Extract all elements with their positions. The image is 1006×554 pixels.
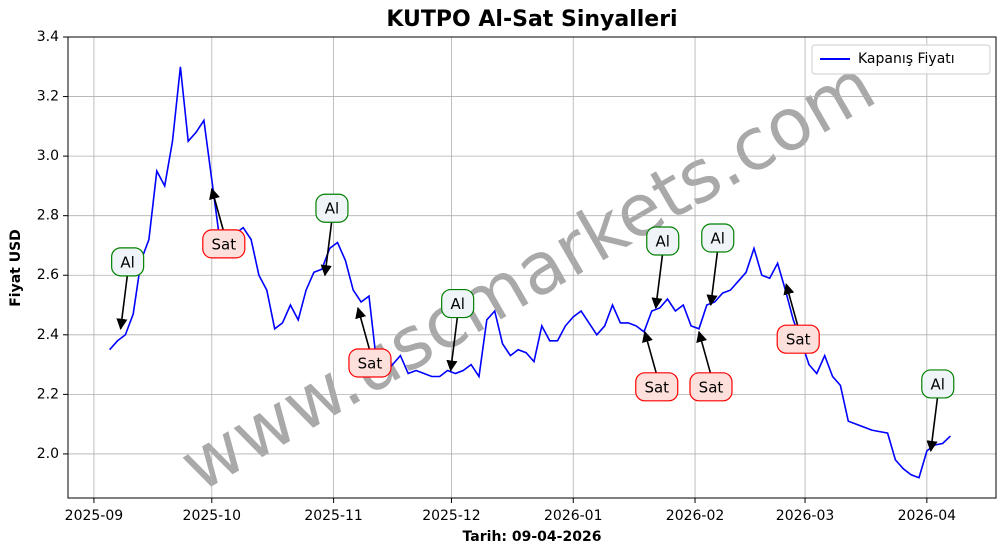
signal-box [315, 193, 349, 223]
signal-label: Sat [211, 235, 236, 253]
signal-box [635, 372, 679, 402]
x-tick-label: 2026-01 [544, 508, 603, 524]
price-line [109, 66, 951, 479]
signal-box [111, 247, 145, 277]
x-tick-label: 2026-02 [666, 508, 725, 524]
signal-label: Al [120, 253, 134, 271]
chart-title: KUTPO Al-Sat Sinyalleri [386, 7, 677, 32]
x-tick-label: 2025-10 [183, 508, 242, 524]
y-axis-label: Fiyat USD [8, 229, 24, 307]
signal-box [441, 288, 475, 319]
signal-arrow [209, 187, 224, 231]
x-tick-label: 2025-12 [422, 508, 481, 524]
legend-box [811, 44, 991, 75]
signal-arrow [651, 254, 664, 310]
signal-label: Sat [644, 378, 669, 396]
y-tick-label: 2.2 [37, 386, 59, 402]
signal-arrow [355, 306, 371, 350]
x-tick-label: 2025-09 [65, 508, 124, 524]
signal-box [646, 226, 680, 256]
signal-label: Al [711, 230, 725, 248]
plot-frame [67, 36, 997, 499]
signal-arrow [642, 330, 657, 374]
y-tick-label: 2.6 [37, 267, 59, 283]
x-axis-label: Tarih: 09-04-2026 [463, 529, 602, 545]
signal-label: Al [450, 295, 464, 313]
signal-label: Sat [786, 331, 811, 349]
signal-box [921, 369, 955, 399]
y-tick-label: 2.8 [37, 208, 59, 224]
signal-label: Sat [358, 355, 383, 373]
signal-arrow [926, 397, 939, 453]
x-tick-label: 2025-11 [304, 508, 363, 524]
signal-label: Al [656, 233, 670, 251]
signal-arrow [446, 317, 459, 372]
signal-arrow [696, 330, 712, 374]
signal-label: Al [325, 200, 339, 218]
y-tick-label: 3.2 [37, 89, 59, 105]
signal-label: Al [931, 375, 945, 393]
x-tick-label: 2026-04 [898, 508, 957, 524]
signal-arrow [783, 283, 799, 326]
signal-arrow [116, 275, 129, 330]
signal-box [348, 348, 392, 378]
x-tick-label: 2026-03 [776, 508, 835, 524]
signal-arrow [320, 222, 333, 277]
y-tick-label: 3.4 [37, 29, 59, 45]
y-tick-label: 2.4 [37, 327, 59, 343]
signal-box [689, 372, 733, 402]
signal-box [776, 324, 820, 354]
signal-box [701, 223, 735, 253]
legend-label: Kapanış Fiyatı [858, 51, 955, 67]
y-tick-label: 2.0 [37, 446, 59, 462]
signal-box [202, 229, 246, 259]
y-tick-label: 3.0 [37, 148, 59, 164]
signal-arrow [706, 251, 719, 307]
signal-label: Sat [699, 378, 724, 396]
